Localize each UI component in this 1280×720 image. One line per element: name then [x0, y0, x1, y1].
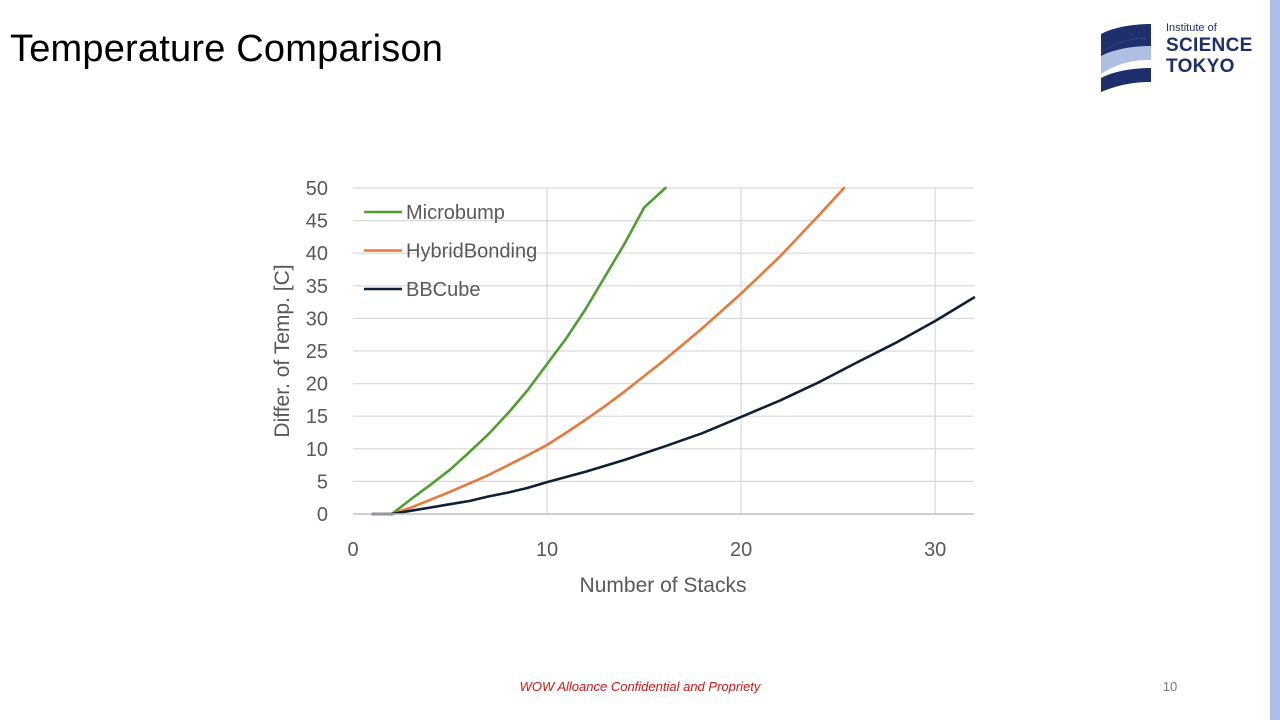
chart-series-group	[371, 186, 976, 516]
confidential-footer: WOW Alloance Confidential and Propriety	[519, 679, 761, 694]
y-tick-label: 15	[306, 406, 328, 428]
series-line-bbcube	[371, 296, 976, 516]
y-tick-label: 40	[306, 243, 328, 265]
series-line-microbump	[390, 186, 667, 516]
right-accent-bar	[1270, 0, 1280, 720]
logo-line-1: Institute of	[1166, 22, 1217, 34]
legend-label-bbcube: BBCube	[406, 279, 481, 301]
y-tick-label: 5	[317, 471, 328, 493]
x-axis-label: Number of Stacks	[580, 574, 747, 597]
x-tick-label: 30	[924, 539, 946, 561]
series-line-hybridbonding	[390, 186, 846, 516]
logo-mark-icon	[1101, 24, 1151, 92]
x-tick-label: 0	[347, 539, 358, 561]
chart-axes: 0 5 10 15 20 25 30 35 40 45 50 0 10 20 30	[306, 178, 974, 561]
y-tick-label: 30	[306, 308, 328, 330]
y-tick-label: 35	[306, 276, 328, 298]
institute-logo: Institute of SCIENCE TOKYO	[1100, 22, 1260, 94]
logo-line-3: TOKYO	[1166, 56, 1235, 77]
legend-label-microbump: Microbump	[406, 202, 505, 224]
y-tick-label: 50	[306, 178, 328, 200]
legend-label-hybridbonding: HybridBonding	[406, 241, 537, 263]
logo-line-2: SCIENCE	[1166, 35, 1253, 56]
y-axis-label: Differ. of Temp. [C]	[271, 264, 294, 437]
chart-grid	[353, 187, 974, 514]
x-tick-label: 10	[536, 539, 558, 561]
y-tick-label: 20	[306, 374, 328, 396]
page-number: 10	[1162, 679, 1178, 694]
y-tick-label: 45	[306, 211, 328, 233]
y-tick-label: 0	[317, 504, 328, 526]
y-tick-label: 25	[306, 341, 328, 363]
slide-title: Temperature Comparison	[10, 28, 444, 70]
chart-legend: Microbump HybridBonding BBCube	[364, 202, 537, 301]
y-tick-label: 10	[306, 439, 328, 461]
x-tick-label: 20	[730, 539, 752, 561]
